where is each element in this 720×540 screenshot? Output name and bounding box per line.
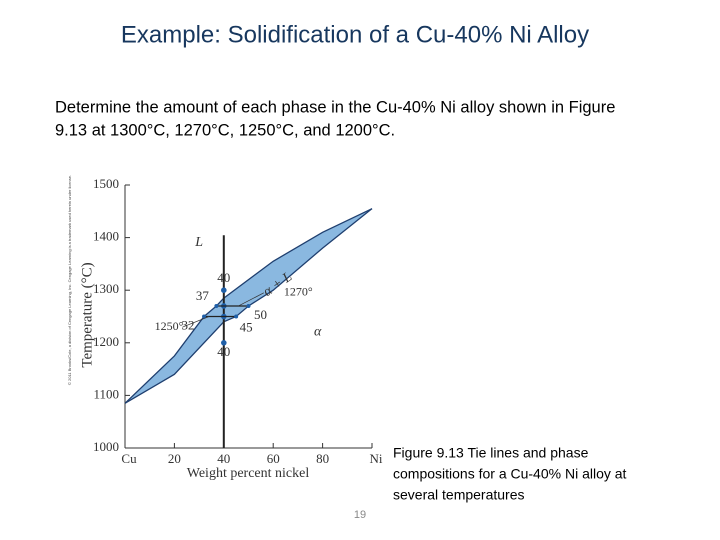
x-tick-label: 20 bbox=[168, 451, 181, 466]
tie-end bbox=[246, 303, 251, 308]
y-tick-label: 1400 bbox=[93, 229, 119, 244]
temperature-label: 1270° bbox=[284, 285, 313, 299]
tie-end bbox=[202, 314, 207, 319]
tie-end bbox=[214, 303, 219, 308]
y-tick-label: 1500 bbox=[93, 176, 119, 191]
slide-title: Example: Solidification of a Cu-40% Ni A… bbox=[121, 21, 589, 48]
alloy-point bbox=[221, 340, 227, 346]
figure-caption: compositions for a Cu-40% Ni alloy at bbox=[393, 466, 627, 482]
figure-caption: Figure 9.13 Tie lines and phase bbox=[393, 445, 589, 461]
y-tick-label: 1000 bbox=[93, 439, 119, 454]
composition-label: 45 bbox=[240, 319, 253, 334]
body-text: 9.13 at 1300°C, 1270°C, 1250°C, and 1200… bbox=[55, 121, 395, 139]
y-tick-label: 1300 bbox=[93, 281, 119, 296]
copyright: © 2011 Brooks/Cole, a division of Cengag… bbox=[67, 175, 72, 385]
x-tick-label: 60 bbox=[267, 451, 280, 466]
phase-boundary bbox=[124, 208, 373, 404]
x-tick-label: Cu bbox=[121, 451, 137, 466]
leader-line bbox=[182, 316, 210, 328]
y-axis-label: Temperature (°C) bbox=[79, 262, 95, 367]
composition-label: 40 bbox=[217, 270, 230, 285]
region-label: α bbox=[314, 324, 322, 339]
x-tick-label: 80 bbox=[316, 451, 329, 466]
figure-caption: several temperatures bbox=[393, 487, 525, 503]
phase-boundary bbox=[124, 208, 373, 404]
composition-label: 40 bbox=[217, 344, 230, 359]
y-tick-label: 1200 bbox=[93, 334, 119, 349]
composition-label: 50 bbox=[254, 307, 267, 322]
y-tick-label: 1100 bbox=[93, 386, 119, 401]
tie-end bbox=[234, 314, 239, 319]
alloy-point bbox=[221, 287, 227, 294]
region-label: L bbox=[194, 235, 203, 250]
x-tick-label: 40 bbox=[217, 451, 230, 466]
composition-label: 37 bbox=[196, 288, 210, 303]
body-text: Determine the amount of each phase in th… bbox=[55, 98, 615, 116]
x-axis-label: Weight percent nickel bbox=[187, 466, 310, 481]
x-tick-label: Ni bbox=[370, 451, 383, 466]
temperature-label: 1250° bbox=[155, 319, 184, 333]
leader-line bbox=[238, 292, 264, 307]
page-number: 19 bbox=[354, 509, 366, 521]
